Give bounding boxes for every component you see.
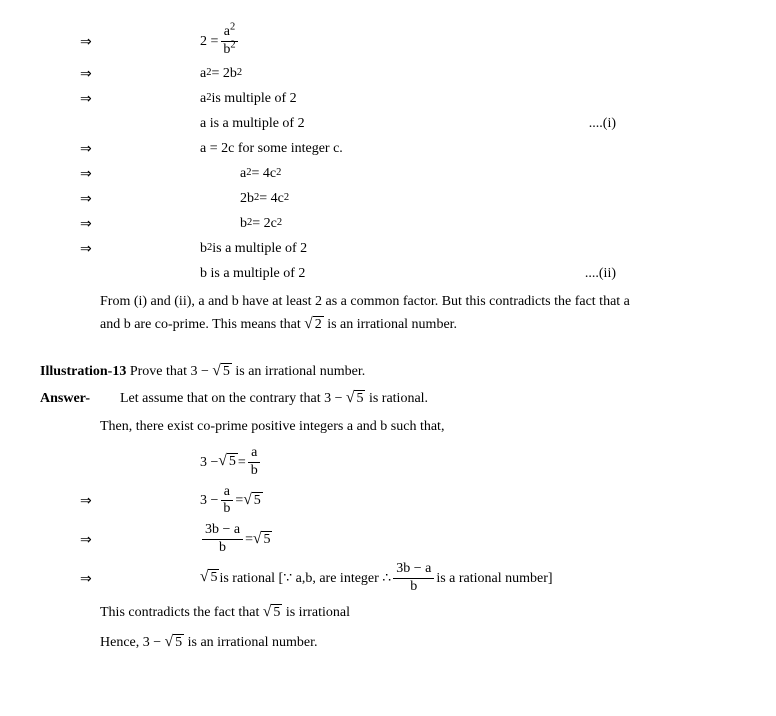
answer-equation: ⇒ √5 is rational [∵ a,b, are integer ∴ 3… [40, 561, 736, 596]
proof-line: b is a multiple of 2 ....(ii) [40, 263, 736, 284]
sqrt-symbol: √2 [304, 316, 323, 334]
answer-label: Answer- [40, 388, 120, 409]
proof-line: ⇒ a2 = 4c2 [40, 163, 736, 184]
answer-conclusion: Hence, 3 − √5 is an irrational number. [40, 631, 736, 655]
equation-ref: ....(i) [589, 113, 736, 134]
proof-conclusion: From (i) and (ii), a and b have at least… [40, 290, 736, 338]
answer-text: Then, there exist co-prime positive inte… [40, 415, 736, 439]
answer-row: Answer- Let assume that on the contrary … [40, 388, 736, 409]
answer-equation: ⇒ 3b − a b = √5 [40, 522, 736, 557]
proof-line: ⇒ a = 2c for some integer c. [40, 138, 736, 159]
illustration-label: Illustration-13 [40, 364, 126, 379]
answer-equation: 3 − √5 = a b [40, 445, 736, 480]
proof-line: ⇒ a2 is multiple of 2 [40, 88, 736, 109]
implies-arrow: ⇒ [40, 31, 140, 52]
proof-line: ⇒ 2b2 = 4c2 [40, 188, 736, 209]
proof-line: ⇒ 2 = a2 b2 [40, 24, 736, 59]
proof-line: ⇒ a2 = 2b2 [40, 63, 736, 84]
answer-equation: ⇒ 3 − a b = √5 [40, 484, 736, 519]
proof-line: ⇒ b2 is a multiple of 2 [40, 238, 736, 259]
answer-conclusion: This contradicts the fact that √5 is irr… [40, 601, 736, 625]
equation-ref: ....(ii) [585, 263, 736, 284]
equation: 2 = a2 b2 [140, 24, 241, 59]
proof-line: a is a multiple of 2 ....(i) [40, 113, 736, 134]
proof-line: ⇒ b2 = 2c2 [40, 213, 736, 234]
illustration-heading: Illustration-13 Prove that 3 − √5 is an … [40, 361, 736, 382]
